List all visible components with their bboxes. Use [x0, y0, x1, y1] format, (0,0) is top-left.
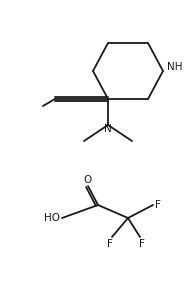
Text: NH: NH: [167, 62, 183, 72]
Text: F: F: [139, 239, 145, 249]
Text: N: N: [104, 124, 112, 134]
Text: O: O: [84, 175, 92, 185]
Text: F: F: [107, 239, 113, 249]
Text: HO: HO: [44, 213, 60, 223]
Text: F: F: [155, 200, 161, 210]
